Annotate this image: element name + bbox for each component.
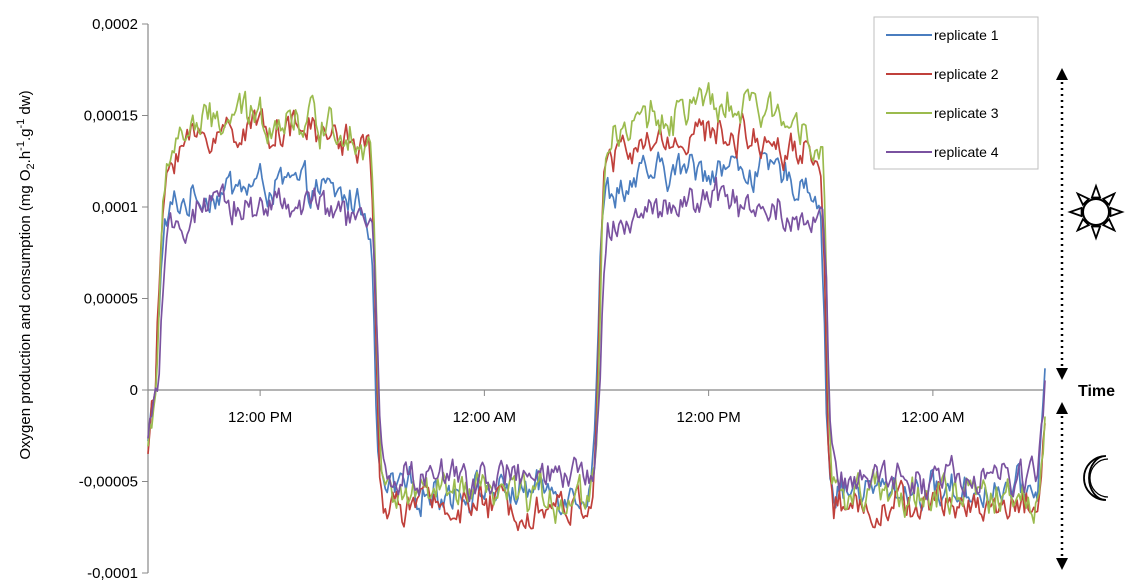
day-arrow	[1056, 68, 1068, 380]
sun-ray	[1075, 217, 1091, 233]
sun-ray	[1075, 191, 1091, 207]
legend-box	[873, 16, 1039, 170]
y-tick-label: 0	[130, 382, 138, 399]
y-tick-label: 0,0002	[92, 16, 138, 33]
x-tick-label: 12:00 PM	[677, 409, 741, 426]
sun-icon	[1067, 183, 1125, 241]
legend: replicate 1 replicate 2 replicate 3 replica…	[873, 16, 1039, 170]
y-tick-label: 0,0001	[92, 199, 138, 216]
series-line-2	[147, 108, 1046, 532]
legend-label-2: replicate 2	[934, 66, 999, 82]
y-tick-label: -0,0001	[87, 565, 138, 582]
time-axis-label: Time	[1078, 383, 1115, 400]
series-line-4	[147, 176, 1046, 503]
y-axis-label: Oxygen production and consumption (mg O2…	[15, 90, 37, 459]
sun-ray	[1101, 191, 1117, 207]
x-tick-label: 12:00 PM	[228, 409, 292, 426]
series-lines	[147, 82, 1046, 532]
sun-ray	[1101, 217, 1117, 233]
x-axis-ticks: 12:00 PM 12:00 AM 12:00 PM 12:00 AM	[228, 390, 965, 426]
x-tick-label: 12:00 AM	[901, 409, 964, 426]
y-tick-label: 0,00015	[84, 108, 138, 125]
night-arrow	[1056, 402, 1068, 570]
y-tick-label: -0,00005	[79, 474, 138, 491]
sun-ray	[1090, 183, 1102, 199]
y-axis-ticks: 0,0002 0,00015 0,0001 0,00005 0 -0,00005 -0,00…	[79, 16, 148, 582]
moon-icon	[1083, 455, 1109, 501]
legend-label-1: replicate 1	[934, 27, 999, 43]
y-tick-label: 0,00005	[84, 291, 138, 308]
sun-ray	[1109, 206, 1125, 218]
x-tick-label: 12:00 AM	[453, 409, 516, 426]
legend-label-3: replicate 3	[934, 105, 999, 121]
legend-label-4: replicate 4	[934, 144, 999, 160]
sun-ray	[1067, 206, 1083, 218]
sun-ray	[1090, 225, 1102, 241]
